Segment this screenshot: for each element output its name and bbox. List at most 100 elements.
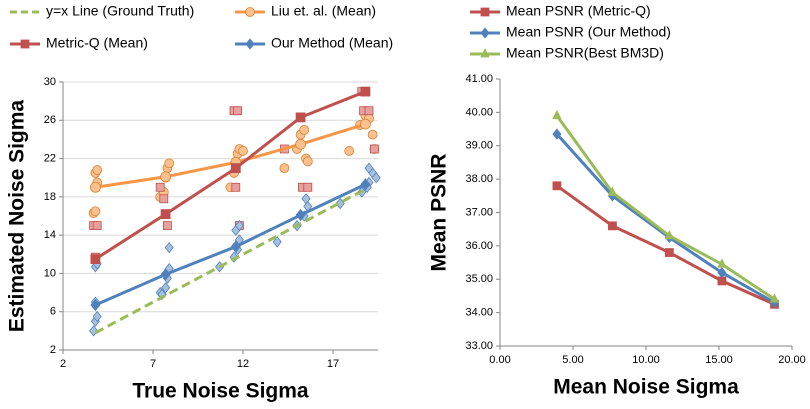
legend-label: Liu et. al. (Mean) bbox=[271, 3, 376, 19]
scatter-point bbox=[164, 158, 175, 169]
scatter-point bbox=[161, 282, 171, 294]
x-tick-label: 5.00 bbox=[562, 354, 583, 366]
y-tick-label: 33.00 bbox=[465, 340, 493, 352]
y-tick-label: 10 bbox=[44, 267, 56, 279]
point-marker bbox=[90, 254, 101, 264]
legend-label: Our Method (Mean) bbox=[271, 35, 393, 51]
scatter-point bbox=[234, 219, 244, 232]
x-tick-label: 2 bbox=[60, 358, 66, 370]
scatter-point bbox=[92, 221, 102, 230]
point-marker bbox=[717, 258, 727, 268]
legend-label: Mean PSNR (Our Method) bbox=[506, 24, 671, 40]
scatter-point bbox=[231, 182, 241, 192]
series-line bbox=[95, 122, 366, 189]
y-tick-label: 39.00 bbox=[465, 140, 493, 152]
y-tick-label: 30 bbox=[44, 76, 56, 88]
scatter-point bbox=[89, 325, 99, 337]
point-marker bbox=[90, 181, 101, 193]
series-line bbox=[556, 184, 776, 306]
point-marker bbox=[295, 138, 307, 150]
x-tick-label: 20.00 bbox=[778, 354, 806, 366]
scatter-point bbox=[367, 129, 378, 140]
point-marker bbox=[360, 178, 371, 191]
x-tick-label: 15.00 bbox=[705, 354, 733, 366]
point-marker bbox=[230, 163, 241, 174]
y-tick-label: 41.00 bbox=[465, 73, 493, 85]
point-marker bbox=[664, 229, 675, 240]
scatter-point bbox=[159, 194, 169, 204]
scatter-point bbox=[303, 182, 313, 192]
point-marker bbox=[608, 221, 617, 231]
scatter-point bbox=[90, 206, 101, 217]
legend-marker bbox=[20, 39, 30, 49]
x-tick-label: 17 bbox=[327, 358, 339, 370]
y-tick-label: 14 bbox=[44, 229, 56, 241]
point-marker bbox=[552, 128, 562, 140]
scatter-point bbox=[302, 156, 313, 167]
series-line bbox=[94, 183, 367, 307]
scatter-point bbox=[272, 236, 282, 248]
point-marker bbox=[160, 209, 171, 219]
series-line bbox=[94, 187, 367, 335]
legend-label: Mean PSNR(Best BM3D) bbox=[506, 45, 664, 61]
legend-label: y=x Line (Ground Truth) bbox=[46, 3, 194, 19]
point-marker bbox=[295, 112, 306, 123]
point-marker bbox=[664, 248, 674, 257]
y-axis-title: Mean PSNR bbox=[428, 154, 451, 272]
y-tick-label: 40.00 bbox=[465, 106, 493, 118]
y-tick-label: 2 bbox=[50, 344, 56, 356]
legend-marker bbox=[245, 7, 255, 17]
y-tick-label: 37.00 bbox=[465, 206, 493, 218]
y-tick-label: 38.00 bbox=[465, 173, 493, 185]
x-tick-label: 12 bbox=[237, 358, 249, 370]
point-marker bbox=[230, 240, 241, 253]
x-tick-label: 7 bbox=[150, 358, 156, 370]
y-tick-label: 22 bbox=[44, 152, 56, 164]
legend-label: Metric-Q (Mean) bbox=[46, 35, 148, 51]
point-marker bbox=[160, 171, 172, 183]
scatter-point bbox=[344, 146, 355, 156]
legend-marker bbox=[480, 27, 490, 39]
scatter-point bbox=[301, 193, 311, 205]
point-marker bbox=[360, 86, 371, 97]
y-tick-label: 36.00 bbox=[465, 240, 493, 252]
scatter-point bbox=[299, 124, 310, 135]
scatter-point bbox=[238, 146, 248, 156]
x-tick-label: 0.00 bbox=[489, 354, 510, 366]
point-marker bbox=[552, 181, 562, 191]
y-tick-label: 26 bbox=[44, 114, 56, 126]
scatter-point bbox=[162, 221, 172, 230]
point-marker bbox=[769, 293, 780, 303]
scatter-point bbox=[369, 144, 379, 154]
scatter-point bbox=[155, 182, 165, 192]
legend-marker bbox=[245, 38, 255, 50]
scatter-point bbox=[233, 106, 243, 116]
scatter-point bbox=[371, 172, 381, 184]
scatter-point bbox=[164, 241, 174, 254]
scatter-point bbox=[92, 310, 102, 323]
legend-label: Mean PSNR (Metric-Q) bbox=[506, 3, 651, 19]
scatter-point bbox=[364, 162, 374, 174]
y-tick-label: 34.00 bbox=[465, 307, 493, 319]
x-tick-label: 10.00 bbox=[632, 354, 660, 366]
point-marker bbox=[552, 109, 562, 120]
scatter-point bbox=[279, 163, 290, 174]
y-axis-title: Estimated Noise Sigma bbox=[6, 100, 29, 333]
y-tick-label: 35.00 bbox=[465, 273, 493, 285]
point-marker bbox=[359, 118, 371, 130]
point-marker bbox=[90, 298, 101, 312]
scatter-point bbox=[92, 165, 103, 175]
point-marker bbox=[607, 186, 618, 196]
x-axis-title: Mean Noise Sigma bbox=[553, 376, 739, 399]
scatter-point bbox=[335, 197, 345, 210]
point-marker bbox=[160, 268, 171, 281]
point-marker bbox=[717, 266, 727, 279]
legend-marker bbox=[480, 7, 490, 17]
y-tick-label: 6 bbox=[50, 306, 56, 318]
series-line bbox=[555, 114, 776, 301]
y-tick-label: 18 bbox=[44, 191, 56, 203]
x-axis-title: True Noise Sigma bbox=[132, 380, 309, 403]
legend-marker bbox=[480, 48, 490, 58]
point-marker bbox=[295, 208, 306, 222]
